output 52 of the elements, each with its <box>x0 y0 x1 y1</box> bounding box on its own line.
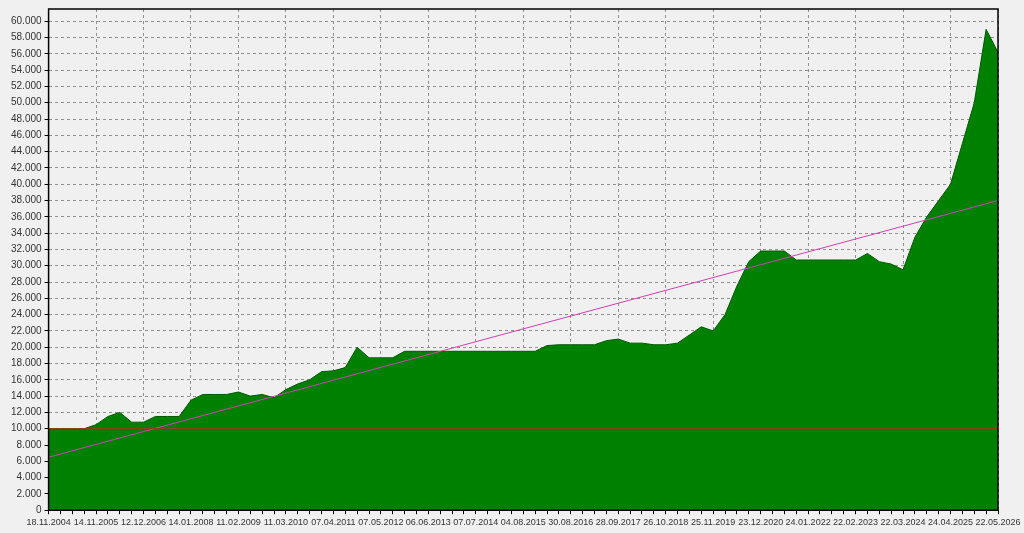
y-tick-label: 8.000 <box>16 438 43 450</box>
y-tick-label: 60.000 <box>10 14 43 26</box>
y-tick-label: 36.000 <box>10 210 43 222</box>
x-tick-label: 24.01.2022 <box>785 517 831 528</box>
y-tick-label: 42.000 <box>10 161 43 173</box>
x-tick-label: 12.12.2006 <box>121 517 167 528</box>
y-tick-label: 22.000 <box>10 324 43 336</box>
y-tick-label: 54.000 <box>10 63 43 75</box>
y-tick-label: 20.000 <box>10 340 43 352</box>
x-tick-label: 28.09.2017 <box>595 517 641 528</box>
y-tick-label: 12.000 <box>10 406 43 418</box>
x-tick-label: 11.02.2009 <box>216 517 261 528</box>
x-tick-label: 04.08.2015 <box>500 517 546 528</box>
y-tick-label: 58.000 <box>10 31 43 43</box>
y-tick-label: 24.000 <box>10 308 43 320</box>
x-tick-label: 26.10.2018 <box>643 517 689 528</box>
y-tick-label: 26.000 <box>10 292 43 304</box>
x-tick-label: 25.11.2019 <box>690 517 736 528</box>
y-tick-label: 50.000 <box>10 96 43 108</box>
y-tick-label: 4.000 <box>16 471 43 483</box>
y-tick-label: 38.000 <box>10 194 43 206</box>
x-tick-label: 22.03.2024 <box>880 517 926 528</box>
y-tick-label: 2.000 <box>16 487 43 499</box>
y-tick-label: 52.000 <box>10 80 43 92</box>
y-tick-label: 40.000 <box>10 177 43 189</box>
x-tick-label: 07.05.2012 <box>358 517 404 528</box>
x-tick-label: 14.11.2005 <box>73 517 119 528</box>
y-tick-label: 16.000 <box>10 373 43 385</box>
x-tick-label: 14.01.2008 <box>168 517 214 528</box>
y-tick-label: 46.000 <box>10 129 43 141</box>
y-tick-label: 14.000 <box>10 389 43 401</box>
y-tick-label: 0 <box>36 503 43 515</box>
x-tick-label: 22.05.2026 <box>975 517 1021 528</box>
y-tick-label: 10.000 <box>10 422 43 434</box>
x-tick-label: 18.11.2004 <box>26 517 71 528</box>
x-tick-label: 30.08.2016 <box>548 517 594 528</box>
y-tick-label: 34.000 <box>10 226 43 238</box>
x-tick-label: 24.04.2025 <box>928 517 974 528</box>
x-tick-label: 23.12.2020 <box>738 517 784 528</box>
x-tick-label: 22.02.2023 <box>833 517 879 528</box>
x-tick-label: 07.04.2011 <box>311 517 356 528</box>
y-tick-label: 6.000 <box>16 455 43 467</box>
y-tick-label: 48.000 <box>10 112 43 124</box>
y-tick-label: 18.000 <box>10 357 43 369</box>
y-tick-label: 44.000 <box>10 145 43 157</box>
y-tick-label: 32.000 <box>10 243 43 255</box>
x-tick-label: 06.06.2013 <box>405 517 451 528</box>
y-tick-label: 28.000 <box>10 275 43 287</box>
x-tick-label: 11.03.2010 <box>263 517 309 528</box>
y-tick-label: 56.000 <box>10 47 43 59</box>
x-tick-label: 07.07.2014 <box>453 517 499 528</box>
y-tick-label: 30.000 <box>10 259 43 271</box>
